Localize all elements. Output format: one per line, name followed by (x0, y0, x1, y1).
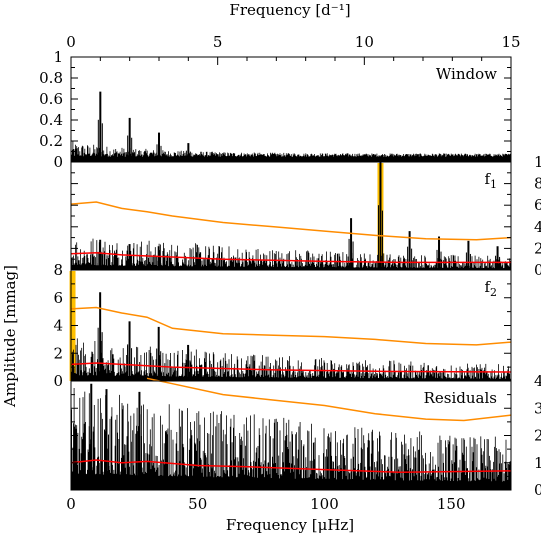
spectrum-noise (70, 338, 512, 381)
y-tick-label: 4 (534, 372, 541, 390)
y-tick-label: 0 (53, 153, 63, 171)
bottom-x-tick-label: 50 (188, 495, 207, 513)
top-axis-label: Frequency [d⁻¹] (229, 1, 350, 19)
y-axis-label: Amplitude [mmag] (1, 265, 19, 408)
y-tick-label: 6 (53, 289, 63, 307)
bottom-x-tick-label: 150 (437, 495, 466, 513)
y-tick-label: 0 (534, 261, 541, 279)
y-tick-label: 0 (534, 481, 541, 499)
noise-mean-line (70, 459, 512, 474)
axes-ticks: 0 5 10 150 50 100 150 (66, 33, 520, 513)
y-tick-label: 4 (534, 218, 541, 236)
y-tick-label: 6 (534, 196, 541, 214)
y-tick-label: 0.8 (39, 69, 63, 87)
y-tick-label: 0.4 (39, 111, 63, 129)
bottom-axis-label: Frequency [μHz] (226, 516, 354, 534)
y-tick-label: 1 (53, 48, 63, 66)
bottom-x-tick-label: 100 (310, 495, 339, 513)
noise-mean-line (70, 251, 511, 264)
spectrum-noise (70, 141, 512, 162)
noise-threshold-line (146, 377, 512, 422)
y-tick-label: 8 (534, 175, 541, 193)
noise-threshold-line (70, 201, 512, 241)
panel-f2: f2 0 2 4 6 8 (53, 261, 512, 390)
top-x-tick-label: 15 (501, 33, 520, 51)
top-x-tick-label: 5 (213, 33, 223, 51)
y-tick-label: 0 (53, 372, 63, 390)
y-tick-label: 3 (534, 399, 541, 417)
noise-mean-line (70, 362, 512, 373)
y-tick-label: 2 (534, 239, 541, 257)
y-tick-label: 10 (534, 153, 541, 171)
spectrum-noise (70, 238, 512, 270)
panel-residuals: Residuals 0 1 2 3 4 (70, 372, 541, 499)
top-x-tick-label: 10 (355, 33, 374, 51)
y-tick-label: 4 (53, 317, 63, 335)
panel-window: Window 0 0.2 0.4 0.6 0.8 1 (39, 48, 512, 171)
bottom-x-tick-label: 0 (66, 495, 76, 513)
y-tick-label: 0.6 (39, 90, 63, 108)
panel-label: f2 (484, 278, 497, 299)
panel-label: f1 (484, 170, 497, 191)
y-tick-label: 2 (53, 344, 63, 362)
panels-group: Window00.20.40.60.81f10246810f202468Resi… (39, 48, 541, 499)
panel-label: Window (436, 65, 497, 83)
y-tick-label: 2 (534, 427, 541, 445)
y-tick-label: 8 (53, 261, 63, 279)
noise-threshold-line (70, 306, 512, 346)
y-tick-label: 0.2 (39, 132, 63, 150)
top-x-tick-label: 0 (66, 33, 76, 51)
panel-label: Residuals (424, 389, 497, 407)
panel-frame (70, 269, 512, 382)
y-tick-label: 1 (534, 454, 541, 472)
panel-f1: f1 0 2 4 6 8 10 (70, 153, 541, 279)
